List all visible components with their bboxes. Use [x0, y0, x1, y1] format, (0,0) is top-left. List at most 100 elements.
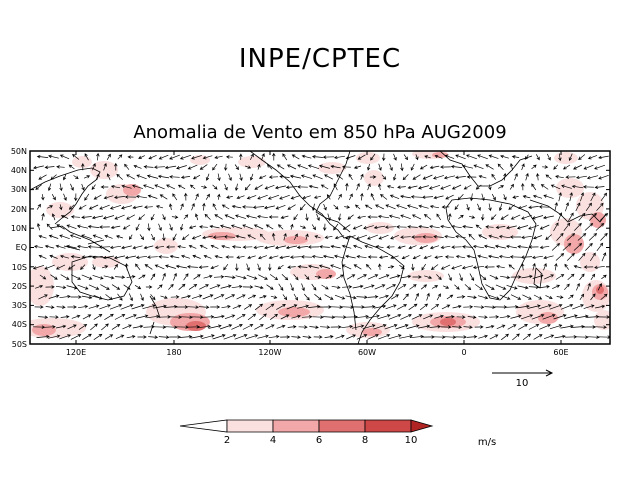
wind-vector	[582, 185, 594, 189]
wind-vector	[164, 264, 176, 269]
wind-vector	[552, 284, 561, 290]
wind-vector	[96, 173, 100, 181]
wind-vector	[180, 175, 191, 179]
wind-vector	[71, 274, 82, 280]
wind-vector	[192, 254, 201, 259]
wind-vector	[113, 263, 118, 270]
wind-vector	[363, 284, 375, 289]
wind-vector	[467, 295, 477, 300]
wind-vector	[157, 284, 163, 290]
wind-vector	[158, 335, 170, 339]
wind-vector	[535, 172, 540, 181]
wind-vector	[147, 255, 158, 259]
wind-vector	[419, 164, 428, 170]
wind-vector	[209, 284, 221, 290]
wind-vector	[81, 274, 93, 280]
wind-vector	[518, 324, 528, 330]
wind-vector	[98, 245, 111, 249]
wind-vector	[565, 202, 570, 212]
wind-vector	[312, 174, 323, 180]
wind-vector	[412, 254, 421, 260]
wind-vector	[293, 233, 298, 241]
wind-vector	[299, 225, 307, 229]
wind-vector	[463, 325, 473, 329]
wind-vector	[387, 265, 395, 269]
wind-vector	[489, 315, 500, 319]
wind-vector	[293, 273, 299, 281]
wind-vector	[475, 224, 482, 230]
wind-vector	[367, 295, 379, 299]
wind-vector	[92, 234, 103, 240]
wind-vector	[505, 244, 517, 249]
wind-vector	[39, 274, 47, 280]
wind-vector	[235, 263, 239, 272]
wind-vector	[330, 244, 341, 249]
wind-vector	[307, 164, 320, 170]
wind-vector	[59, 334, 71, 340]
wind-vector	[269, 313, 278, 320]
wind-vector	[407, 225, 418, 229]
wind-vector	[286, 304, 298, 310]
wind-vector	[579, 273, 585, 281]
wind-vector	[532, 274, 544, 279]
wind-vector	[484, 305, 496, 309]
wind-vector	[203, 274, 213, 279]
wind-vector	[586, 335, 600, 339]
australia-coast	[71, 255, 133, 301]
wind-vector	[337, 193, 342, 200]
wind-vector	[87, 224, 100, 229]
wind-vector	[72, 154, 80, 160]
wind-vector	[246, 263, 250, 272]
wind-vector	[411, 235, 422, 239]
wind-vector	[90, 323, 98, 331]
wind-vector	[231, 324, 243, 330]
shading-patch	[72, 156, 92, 168]
wind-vector	[436, 293, 441, 301]
wind-vector	[178, 283, 186, 290]
wind-vector	[204, 213, 211, 220]
wind-vector	[183, 273, 189, 281]
wind-vector	[393, 153, 397, 161]
wind-vector	[421, 263, 426, 271]
wind-vector	[527, 304, 541, 309]
wind-vector	[508, 204, 515, 210]
wind-vector	[542, 165, 549, 169]
wind-vector	[234, 183, 239, 191]
wind-vector	[99, 204, 110, 210]
wind-vector	[84, 193, 90, 201]
wind-vector	[356, 254, 367, 259]
wind-vector	[93, 333, 103, 340]
wind-vector	[489, 334, 499, 340]
wind-vector	[473, 164, 484, 170]
wind-vector	[188, 225, 197, 229]
wind-vector	[158, 154, 169, 160]
wind-vector	[133, 164, 142, 169]
wind-vector	[81, 163, 85, 171]
wind-vector	[598, 155, 609, 160]
wind-vector	[265, 303, 275, 311]
wind-vector	[330, 325, 342, 329]
wind-vector	[367, 183, 371, 191]
wind-vector	[532, 262, 536, 271]
wind-vector	[104, 334, 114, 340]
wind-vector	[535, 154, 540, 161]
wind-vector	[173, 272, 177, 281]
wind-vector	[104, 234, 113, 239]
wind-vector	[344, 315, 358, 319]
wind-vector	[521, 235, 532, 240]
wind-vector	[469, 273, 475, 282]
wind-vector	[32, 264, 45, 270]
wind-vector	[542, 215, 554, 220]
wind-vector	[388, 313, 402, 320]
wind-vector	[169, 223, 173, 231]
colorbar-tick-label: 6	[316, 435, 322, 446]
wind-vector	[583, 265, 594, 269]
wind-vector	[105, 294, 113, 301]
wind-vector	[226, 195, 233, 199]
wind-vector	[103, 275, 115, 280]
wind-vector	[297, 185, 308, 189]
wind-vector	[124, 163, 130, 170]
wind-vector	[323, 203, 327, 211]
wind-vector	[566, 252, 575, 261]
wind-vector	[463, 184, 472, 190]
